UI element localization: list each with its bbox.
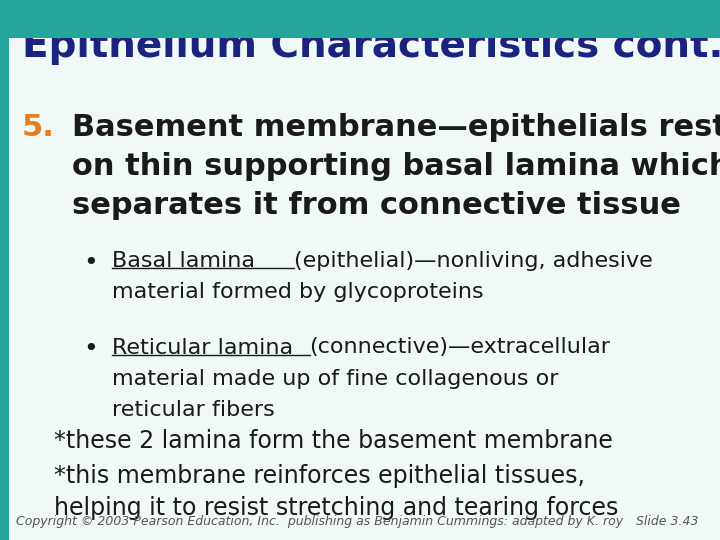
Text: Basal lamina: Basal lamina <box>112 251 262 271</box>
Text: on thin supporting basal lamina which: on thin supporting basal lamina which <box>72 152 720 181</box>
Text: Basement membrane—epithelials rest: Basement membrane—epithelials rest <box>72 113 720 143</box>
Text: separates it from connective tissue: separates it from connective tissue <box>72 191 681 220</box>
Text: material formed by glycoproteins: material formed by glycoproteins <box>112 282 483 302</box>
Text: •: • <box>83 338 97 361</box>
Text: Slide 3.43: Slide 3.43 <box>636 515 698 528</box>
Text: helping it to resist stretching and tearing forces: helping it to resist stretching and tear… <box>54 496 618 519</box>
Text: Epithelium Characteristics cont.: Epithelium Characteristics cont. <box>22 27 720 65</box>
Text: (epithelial)—nonliving, adhesive: (epithelial)—nonliving, adhesive <box>294 251 652 271</box>
Text: Copyright © 2003 Pearson Education, Inc.  publishing as Benjamin Cummings: adapt: Copyright © 2003 Pearson Education, Inc.… <box>16 515 623 528</box>
Text: *this membrane reinforces epithelial tissues,: *this membrane reinforces epithelial tis… <box>54 464 585 488</box>
Text: (connective)—extracellular: (connective)—extracellular <box>310 338 611 357</box>
Text: 5.: 5. <box>22 113 55 143</box>
Text: •: • <box>83 251 97 275</box>
Text: Reticular lamina: Reticular lamina <box>112 338 300 357</box>
Text: reticular fibers: reticular fibers <box>112 400 274 420</box>
Text: *these 2 lamina form the basement membrane: *these 2 lamina form the basement membra… <box>54 429 613 453</box>
Text: material made up of fine collagenous or: material made up of fine collagenous or <box>112 369 558 389</box>
